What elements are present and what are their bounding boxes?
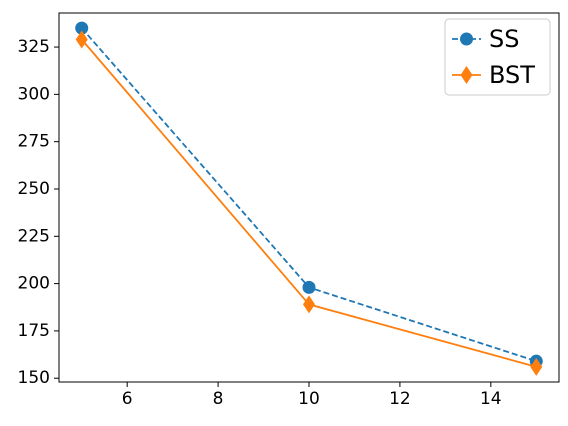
x-axis: 6 8 10 12 14 (122, 382, 502, 409)
y-tick-label: 200 (18, 274, 50, 294)
legend-label-ss: SS (489, 25, 519, 53)
y-tick-label: 250 (18, 179, 50, 199)
y-tick-label: 175 (18, 321, 50, 341)
y-axis: 150 175 200 225 250 275 300 325 (18, 37, 59, 388)
x-tick-label: 10 (298, 389, 320, 409)
y-tick-label: 275 (18, 132, 50, 152)
legend-marker-ss (460, 32, 473, 46)
legend: SS BST (444, 18, 551, 96)
y-tick-label: 225 (18, 226, 50, 246)
data-point-ss (75, 21, 89, 35)
y-tick-label: 150 (18, 368, 50, 388)
data-point-ss (302, 280, 316, 294)
series-bst (75, 30, 543, 376)
x-tick-label: 12 (389, 389, 411, 409)
data-point-bst (530, 357, 543, 376)
x-tick-label: 14 (480, 389, 502, 409)
data-point-bst (303, 295, 315, 314)
axes-frame (58, 12, 560, 383)
legend-label-bst: BST (489, 61, 535, 89)
y-tick-label: 325 (18, 37, 50, 57)
legend-marker-bst (460, 66, 473, 84)
y-tick-label: 300 (18, 84, 50, 104)
x-tick-label: 8 (213, 389, 224, 409)
data-point-bst (75, 30, 88, 49)
plot-area (75, 21, 543, 376)
x-tick-label: 6 (122, 389, 133, 409)
